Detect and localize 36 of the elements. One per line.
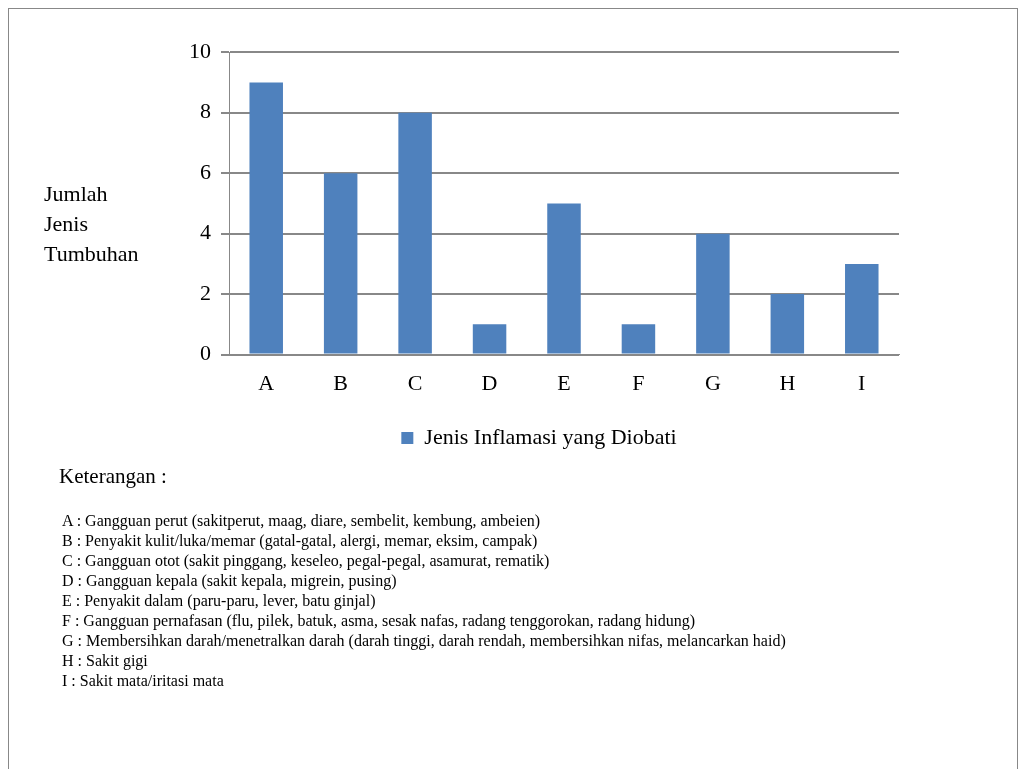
x-tick-label: H: [779, 369, 796, 395]
x-tick-label: D: [481, 369, 498, 395]
text: I : Sakit mata/iritasi mata: [61, 671, 225, 691]
text: B : Penyakit kulit/luka/memar (gatal-gatal, alergi, memar, eksim, campak): [61, 531, 539, 551]
text: G : Membersihkan darah/menetralkan darah (darah tinggi, darah rendah, membersihkan nifas, melancarkan haid): [61, 631, 787, 651]
y-tick-label: 6: [200, 158, 211, 184]
x-tick-label: B: [333, 369, 349, 395]
bar: [770, 294, 805, 354]
text: A : Gangguan perut (sakitperut, maag, diare, sembelit, kembung, ambeien): [61, 511, 542, 531]
bar: [621, 324, 656, 354]
bar: [398, 112, 432, 354]
y-tick-label: 4: [200, 219, 211, 245]
bar: [323, 173, 358, 354]
text: Keterangan :: [59, 464, 168, 489]
legend-label: Jenis Inflamasi yang Diobati: [424, 423, 677, 449]
x-tick-label: G: [704, 369, 721, 395]
bar: [249, 82, 283, 354]
y-axis-title: Jumlah Jenis Tumbuhan: [44, 180, 140, 268]
x-tick-label: A: [258, 369, 275, 395]
bar: [547, 203, 581, 354]
y-tick-label: 10: [189, 37, 211, 63]
bar: [845, 263, 879, 354]
text: F : Gangguan pernafasan (flu, pilek, batuk, asma, sesak nafas, radang tenggorokan, radang hidung): [61, 611, 697, 631]
y-tick-label: 8: [200, 98, 211, 124]
x-tick-label: I: [858, 369, 866, 395]
text: H : Sakit gigi: [61, 651, 149, 671]
bar: [696, 233, 730, 354]
y-tick-label: 0: [200, 340, 211, 366]
text: E : Penyakit dalam (paru-paru, lever, batu ginjal): [61, 591, 377, 611]
x-tick-label: F: [632, 369, 645, 395]
text: C : Gangguan otot (sakit pinggang, keseleo, pegal-pegal, asamurat, rematik): [61, 551, 551, 571]
bar: [472, 324, 507, 354]
text: D : Gangguan kepala (sakit kepala, migrein, pusing): [61, 571, 398, 591]
x-tick-label: C: [407, 369, 423, 395]
y-tick-label: 2: [200, 279, 211, 305]
x-tick-label: E: [557, 369, 571, 395]
